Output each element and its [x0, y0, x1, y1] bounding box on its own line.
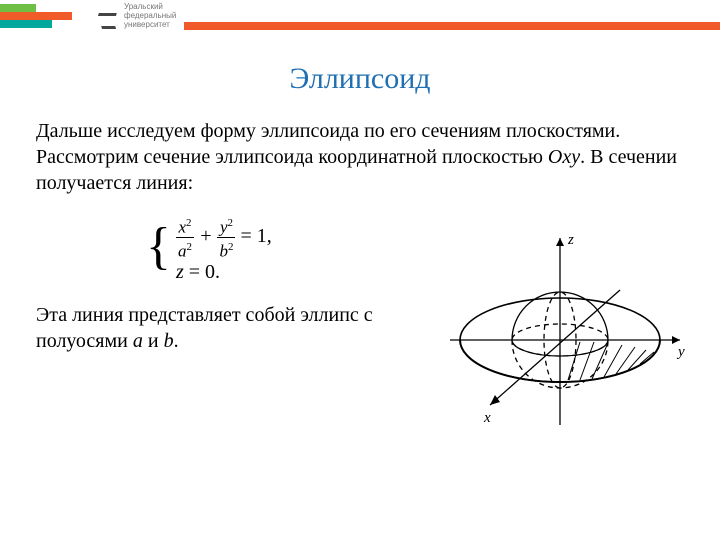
slide-header: Уральский федеральный университет — [0, 0, 720, 34]
brace-icon: { — [146, 223, 171, 271]
p2-dot: . — [174, 330, 179, 352]
frac-y2-b2: y2 b2 — [217, 214, 235, 260]
paragraph-1: Дальше исследуем форму эллипсоида по его… — [36, 118, 684, 196]
axis-label-y: y — [676, 344, 685, 360]
header-stripe-long — [184, 22, 720, 30]
p1-plane: Oxy — [548, 146, 580, 168]
y-arrow-icon — [672, 336, 680, 344]
ellipsoid-diagram: y z x — [430, 230, 690, 430]
equation-row-1: x2 a2 + y2 b2 = 1, — [176, 225, 272, 247]
equation-row-2: z = 0. — [176, 261, 220, 283]
logo-mark-icon — [100, 3, 118, 29]
x-arrow-icon — [490, 395, 500, 405]
paragraph-2: Эта линия представляет собой эллипс с по… — [36, 302, 376, 354]
logo-text: Уральский федеральный университет — [124, 2, 176, 29]
logo-line-1: Уральский — [124, 2, 176, 11]
header-stripe-2 — [0, 12, 72, 20]
axis-label-z: z — [567, 232, 574, 248]
x-axis — [490, 290, 620, 405]
frac-x2-a2: x2 a2 — [176, 214, 194, 260]
plus-sign: + — [199, 225, 218, 247]
logo-line-2: федеральный — [124, 11, 176, 20]
p2-a: a — [133, 330, 143, 352]
slide-title: Эллипсоид — [0, 62, 720, 96]
z-arrow-icon — [556, 238, 564, 246]
p2-and: и — [143, 330, 164, 352]
p2-text-a: Эта линия представляет собой эллипс с по… — [36, 304, 373, 352]
p1-text-a: Дальше исследуем форму эллипсоида по его… — [36, 120, 620, 168]
logo-line-3: университет — [124, 20, 176, 29]
axis-label-x: x — [483, 410, 491, 426]
p2-b: b — [164, 330, 174, 352]
header-stripe-3 — [0, 20, 52, 28]
eq-equals-1: = 1, — [240, 225, 271, 247]
university-logo: Уральский федеральный университет — [100, 2, 176, 29]
hatch-pattern — [568, 342, 654, 380]
header-stripe-1 — [0, 4, 36, 12]
